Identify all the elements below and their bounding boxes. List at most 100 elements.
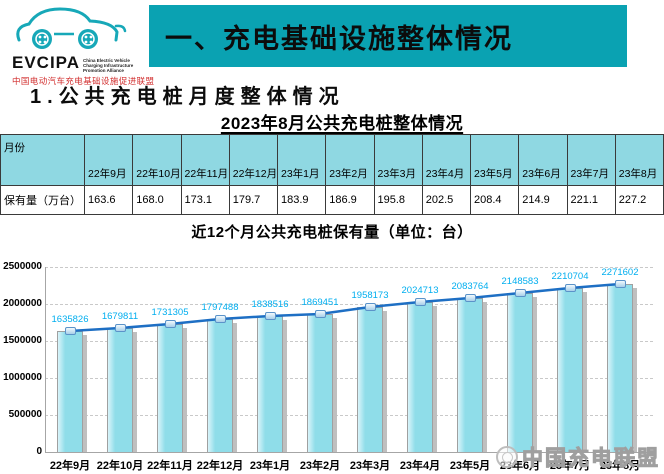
x-axis-tick-label: 23年4月: [399, 460, 441, 472]
value-cell: 208.4: [469, 185, 520, 215]
y-axis-tick-label: 500000: [8, 409, 42, 420]
bar: [207, 319, 233, 452]
month-column-header: 23年1月: [276, 134, 327, 186]
y-gridline: [45, 341, 653, 342]
bar-shadow: [633, 288, 637, 452]
bar: [357, 307, 383, 452]
table-row-label: 保有量（万台）: [0, 185, 85, 215]
table-corner-header: 月份: [0, 134, 85, 186]
bar-shadow: [533, 297, 537, 452]
watermark-text: 中国充电联盟: [522, 447, 660, 471]
value-cell: 195.8: [373, 185, 423, 215]
bar-shadow: [383, 311, 387, 452]
evcipa-logo: EVCIPA China Electric Vehicle Charging I…: [12, 4, 154, 86]
x-axis-line: [45, 452, 653, 453]
x-axis-tick-label: 23年1月: [249, 460, 291, 472]
y-gridline: [45, 378, 653, 379]
value-cell: 179.7: [228, 185, 279, 215]
month-column-header: 22年12月: [228, 134, 279, 186]
ev-car-icon: [16, 7, 127, 49]
month-column-header: 23年6月: [518, 134, 568, 186]
value-cell: 186.9: [325, 185, 375, 215]
value-cell: 173.1: [180, 185, 230, 215]
bar-shadow: [133, 332, 137, 452]
y-gridline: [45, 267, 653, 268]
bar: [457, 298, 483, 452]
bar: [57, 331, 83, 452]
x-axis-tick-label: 23年3月: [349, 460, 391, 472]
month-column-header: 23年8月: [614, 134, 664, 186]
month-column-header: 23年5月: [469, 134, 520, 186]
x-axis-tick-label: 22年11月: [147, 460, 193, 472]
logo-subtitle-en: China Electric Vehicle Charging Infrastr…: [83, 58, 134, 73]
value-cell: 227.2: [614, 185, 664, 215]
y-axis-line: [45, 267, 46, 452]
y-axis-tick-label: 1000000: [3, 372, 42, 383]
value-cell: 202.5: [421, 185, 472, 215]
data-label: 2148583: [501, 276, 539, 287]
x-axis-tick-label: 22年10月: [96, 460, 144, 472]
bar: [607, 284, 633, 452]
month-column-header: 22年9月: [83, 134, 134, 186]
bar: [257, 316, 283, 452]
summary-table: 月份 22年9月 22年10月 22年11月 22年12月 23年1月 23年2月 23年3…: [0, 134, 664, 215]
data-point-marker: [64, 327, 76, 335]
section-banner: 一、充电基础设施整体情况: [149, 5, 627, 67]
bar: [157, 324, 183, 452]
bar-shadow: [333, 318, 337, 452]
x-axis-tick-label: 23年2月: [299, 460, 341, 472]
value-cell: 183.9: [276, 185, 327, 215]
data-point-marker: [464, 294, 476, 302]
bar: [307, 314, 333, 452]
month-column-header: 22年10月: [132, 134, 182, 186]
bar-shadow: [283, 320, 287, 452]
month-column-header: 23年7月: [566, 134, 616, 186]
watermark: 中国充电联盟: [496, 442, 660, 472]
table-title: 2023年8月公共充电桩整体情况: [220, 114, 464, 133]
value-cell: 221.1: [566, 185, 616, 215]
bar-shadow: [233, 323, 237, 452]
data-point-marker: [364, 303, 376, 311]
bar: [407, 302, 433, 452]
month-column-header: 22年11月: [180, 134, 230, 186]
bar: [557, 288, 583, 452]
data-point-marker: [514, 289, 526, 297]
value-cell: 163.6: [83, 185, 134, 215]
data-label: 2271602: [601, 267, 639, 278]
y-axis-tick-label: 1500000: [3, 335, 42, 346]
watermark-logo-icon: [496, 446, 518, 468]
bar-shadow: [433, 306, 437, 452]
banner-title: 一、充电基础设施整体情况: [165, 23, 513, 54]
data-point-marker: [114, 324, 126, 332]
month-column-header: 23年2月: [325, 134, 375, 186]
table-header-row: 月份 22年9月 22年10月 22年11月 22年12月 23年1月 23年2月 23年3…: [0, 134, 664, 186]
bar-shadow: [483, 302, 487, 452]
y-axis-tick-label: 0: [36, 446, 42, 457]
data-point-marker: [264, 312, 276, 320]
table-data-row: 保有量（万台） 163.6 168.0 173.1 179.7 183.9 186.9 19…: [0, 185, 664, 215]
data-point-marker: [414, 298, 426, 306]
data-point-marker: [614, 280, 626, 288]
x-axis-tick-label: 22年12月: [196, 460, 244, 472]
logo-acronym: EVCIPA: [12, 53, 81, 72]
y-gridline: [45, 415, 653, 416]
bar-shadow: [183, 328, 187, 452]
bar-shadow: [83, 335, 87, 452]
value-cell: 214.9: [518, 185, 568, 215]
logo-subtitle-cn: 中国电动汽车充电基础设施促进联盟: [12, 76, 155, 86]
data-point-marker: [214, 315, 226, 323]
chart-area: 0 500000 1000000 1500000 2000000 2500000 22年9月…: [0, 246, 664, 474]
month-column-header: 23年3月: [373, 134, 423, 186]
x-axis-tick-label: 23年5月: [449, 460, 491, 472]
x-axis-tick-label: 23年7月: [549, 460, 591, 472]
x-axis-tick-label: 22年9月: [49, 460, 91, 472]
section-heading: 1.公共充电桩月度整体情况: [30, 86, 345, 108]
data-label: 2210704: [551, 271, 589, 282]
data-point-marker: [564, 284, 576, 292]
month-column-header: 23年4月: [421, 134, 472, 186]
y-axis-tick-label: 2000000: [3, 298, 42, 309]
bar-shadow: [583, 292, 587, 452]
y-axis-tick-label: 2500000: [3, 261, 42, 272]
bar: [107, 328, 133, 452]
